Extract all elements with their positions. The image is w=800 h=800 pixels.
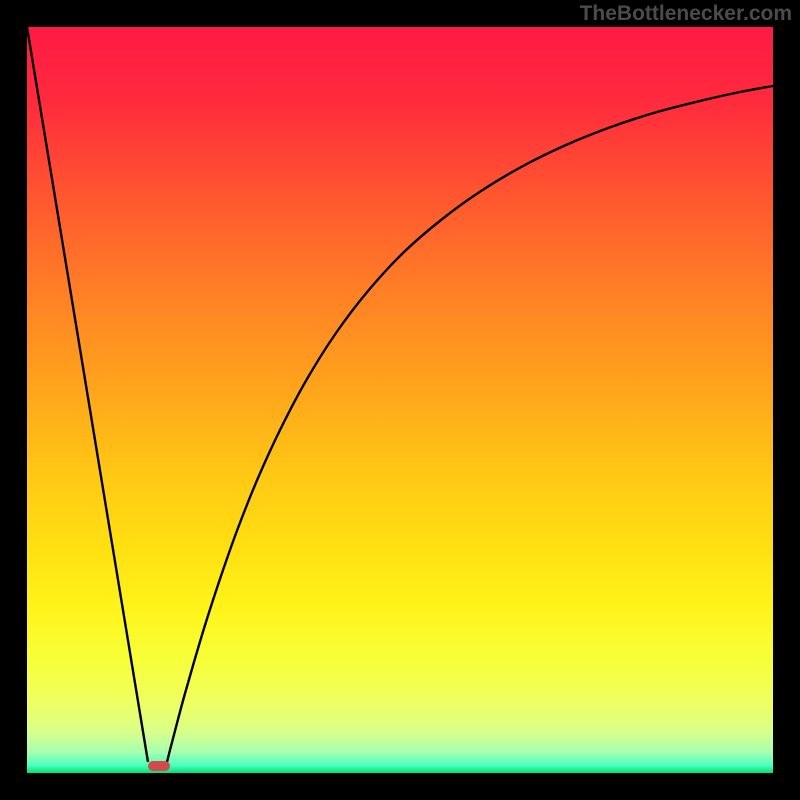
watermark-text: TheBottlenecker.com — [580, 2, 792, 26]
plot-background — [27, 27, 773, 773]
chart-container: TheBottlenecker.com — [0, 0, 800, 800]
bottleneck-marker — [148, 761, 170, 771]
bottleneck-chart — [0, 0, 800, 800]
